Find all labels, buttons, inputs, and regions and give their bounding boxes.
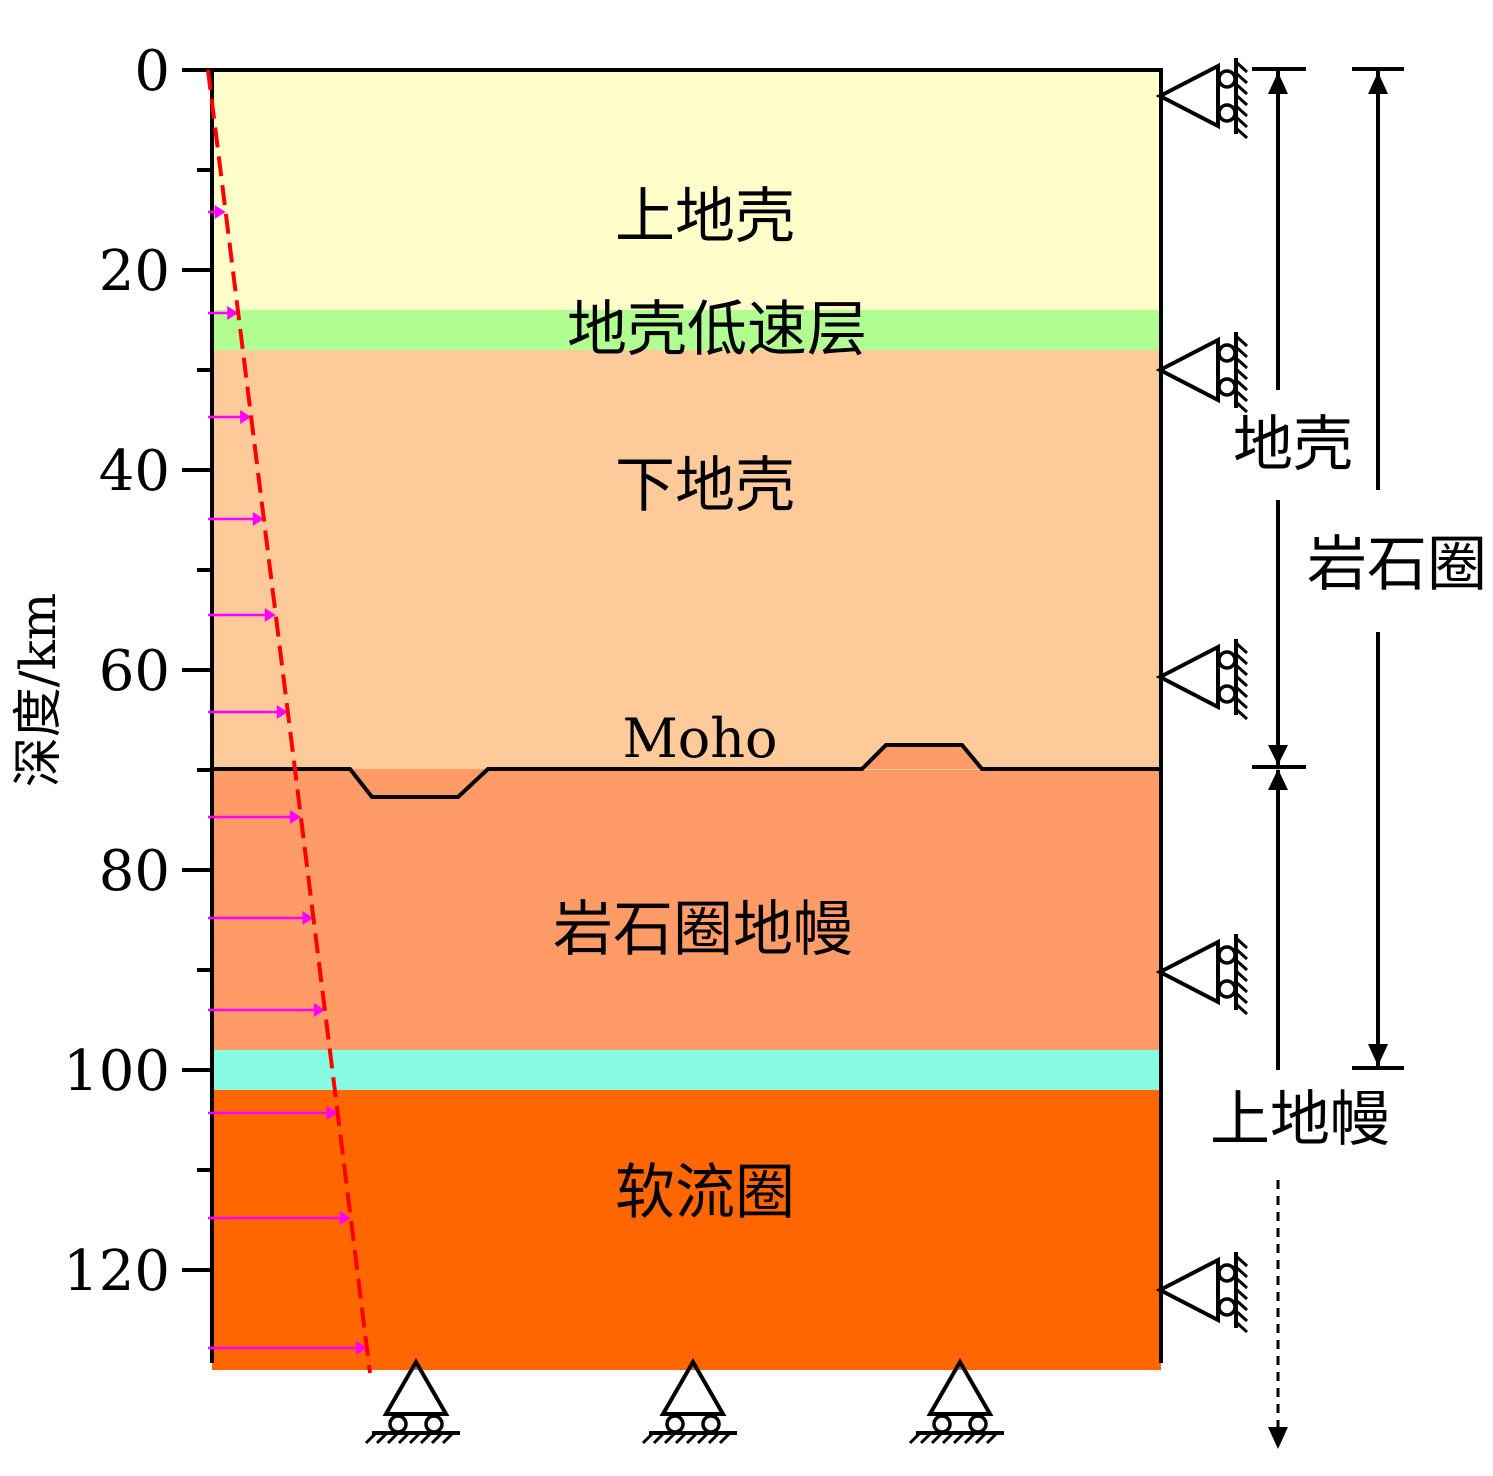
pressure-arrowhead xyxy=(252,512,264,526)
pressure-arrowhead xyxy=(227,306,239,320)
layer-label-upper-crust: 上地壳 xyxy=(615,182,795,252)
crust-label: 地壳 xyxy=(1233,410,1353,480)
pressure-arrowhead xyxy=(302,911,314,925)
lithostatic-pressure-line xyxy=(206,69,372,1374)
layer-crust-low-velocity-layer xyxy=(212,310,1161,350)
lithosphere-bottom-arrowhead xyxy=(1368,1044,1388,1066)
lithosphere-top-arrowhead xyxy=(1368,72,1388,94)
pressure-arrowhead xyxy=(240,410,252,424)
layer-asthenosphere xyxy=(212,1090,1161,1370)
pressure-arrowhead xyxy=(326,1106,338,1120)
pressure-arrowhead xyxy=(214,205,226,219)
layer-lower-crust xyxy=(212,350,1161,770)
moho-label: Moho xyxy=(622,707,777,770)
pressure-arrows xyxy=(208,205,367,1355)
layer-lithospheric-mantle xyxy=(212,770,1161,1050)
layer-label-lower-crust: 下地壳 xyxy=(615,451,795,521)
crust-bottom-arrowhead xyxy=(1268,745,1288,765)
upper-mantle-top-arrowhead xyxy=(1268,769,1288,790)
layer-label-lithospheric-mantle: 岩石圈地幔 xyxy=(553,895,853,965)
upper-mantle-bottom-arrowhead xyxy=(1268,1427,1288,1449)
moho-bump-fill xyxy=(862,745,982,769)
pressure-arrowhead xyxy=(355,1341,367,1355)
crust-top-arrowhead xyxy=(1268,72,1288,94)
roller-support-icon xyxy=(1155,332,1249,414)
layer-upper-crust xyxy=(212,70,1161,310)
tick-label: 20 xyxy=(99,239,170,304)
roller-support-icon xyxy=(1155,639,1249,721)
layer-label-asthenosphere: 软流圈 xyxy=(615,1158,795,1228)
layer-transition-layer xyxy=(212,1050,1161,1090)
side-supports xyxy=(1155,58,1249,1334)
roller-support-icon xyxy=(1155,934,1249,1016)
layer-fills xyxy=(212,70,1161,1370)
crust-dimension xyxy=(1252,67,1306,769)
upper-mantle-label: 上地幔 xyxy=(1210,1085,1390,1155)
tick-label: 60 xyxy=(99,639,170,704)
lithosphere-label: 岩石圈 xyxy=(1307,530,1487,600)
pressure-arrowhead xyxy=(289,810,301,824)
tick-label: 100 xyxy=(63,1039,170,1104)
roller-support-icon xyxy=(1155,1252,1249,1334)
pin-roller-support-icon xyxy=(364,1357,460,1445)
roller-support-icon xyxy=(1155,58,1249,140)
moho-trough-fill xyxy=(350,769,488,797)
pin-roller-support-icon xyxy=(641,1357,737,1445)
moho-boundary-line xyxy=(212,743,1161,799)
tick-label: 120 xyxy=(63,1239,170,1304)
y-axis-tick-labels: 0 20 40 60 80 100 120 xyxy=(63,39,170,1304)
pin-roller-support-icon xyxy=(908,1357,1004,1445)
y-axis-title: 深度/km xyxy=(9,593,67,788)
tick-label: 80 xyxy=(99,839,170,904)
layer-label-crust-low-velocity-layer: 地壳低速层 xyxy=(567,295,867,365)
tick-label: 40 xyxy=(99,439,170,504)
bottom-supports xyxy=(364,1357,1004,1445)
pressure-arrowhead xyxy=(339,1211,351,1225)
lithosphere-dimension xyxy=(1352,67,1404,1070)
pressure-arrowhead xyxy=(264,608,276,622)
pressure-arrowhead xyxy=(276,705,288,719)
tick-label: 0 xyxy=(134,39,170,104)
y-axis-ticks xyxy=(182,68,212,1272)
model-box-outline xyxy=(210,68,1163,1363)
pressure-arrowhead xyxy=(313,1003,325,1017)
